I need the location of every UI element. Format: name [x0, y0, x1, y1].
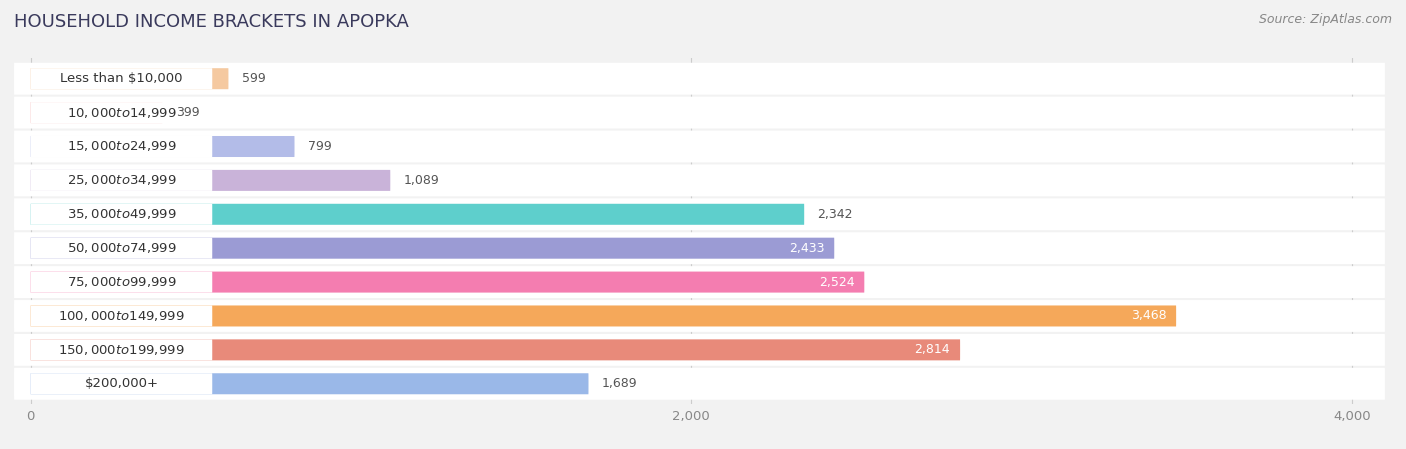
FancyBboxPatch shape — [31, 272, 212, 293]
FancyBboxPatch shape — [31, 373, 589, 394]
Text: 2,433: 2,433 — [789, 242, 824, 255]
FancyBboxPatch shape — [14, 63, 1385, 95]
FancyBboxPatch shape — [31, 68, 228, 89]
Text: $35,000 to $49,999: $35,000 to $49,999 — [66, 207, 176, 221]
FancyBboxPatch shape — [14, 266, 1385, 298]
FancyBboxPatch shape — [14, 368, 1385, 400]
Text: 2,524: 2,524 — [818, 276, 855, 289]
FancyBboxPatch shape — [31, 305, 1177, 326]
FancyBboxPatch shape — [31, 170, 391, 191]
FancyBboxPatch shape — [31, 102, 162, 123]
FancyBboxPatch shape — [14, 164, 1385, 196]
FancyBboxPatch shape — [31, 373, 212, 394]
Text: Source: ZipAtlas.com: Source: ZipAtlas.com — [1258, 13, 1392, 26]
FancyBboxPatch shape — [31, 136, 212, 157]
Text: $50,000 to $74,999: $50,000 to $74,999 — [66, 241, 176, 255]
FancyBboxPatch shape — [14, 198, 1385, 230]
Text: $150,000 to $199,999: $150,000 to $199,999 — [58, 343, 184, 357]
Text: $200,000+: $200,000+ — [84, 377, 159, 390]
FancyBboxPatch shape — [14, 300, 1385, 332]
FancyBboxPatch shape — [14, 131, 1385, 163]
Text: 3,468: 3,468 — [1130, 309, 1166, 322]
Text: 799: 799 — [308, 140, 332, 153]
FancyBboxPatch shape — [14, 232, 1385, 264]
Text: 2,814: 2,814 — [914, 343, 950, 357]
Text: HOUSEHOLD INCOME BRACKETS IN APOPKA: HOUSEHOLD INCOME BRACKETS IN APOPKA — [14, 13, 409, 31]
Text: $75,000 to $99,999: $75,000 to $99,999 — [66, 275, 176, 289]
FancyBboxPatch shape — [31, 170, 212, 191]
Text: $15,000 to $24,999: $15,000 to $24,999 — [66, 140, 176, 154]
FancyBboxPatch shape — [31, 305, 212, 326]
FancyBboxPatch shape — [31, 238, 834, 259]
FancyBboxPatch shape — [31, 238, 212, 259]
FancyBboxPatch shape — [31, 339, 212, 361]
Text: $10,000 to $14,999: $10,000 to $14,999 — [66, 106, 176, 119]
Text: $25,000 to $34,999: $25,000 to $34,999 — [66, 173, 176, 187]
Text: 1,089: 1,089 — [404, 174, 439, 187]
FancyBboxPatch shape — [14, 334, 1385, 366]
Text: 399: 399 — [176, 106, 200, 119]
FancyBboxPatch shape — [31, 102, 212, 123]
FancyBboxPatch shape — [31, 136, 294, 157]
Text: 1,689: 1,689 — [602, 377, 637, 390]
Text: Less than $10,000: Less than $10,000 — [60, 72, 183, 85]
Text: $100,000 to $149,999: $100,000 to $149,999 — [58, 309, 184, 323]
Text: 2,342: 2,342 — [817, 208, 853, 221]
FancyBboxPatch shape — [31, 204, 804, 225]
FancyBboxPatch shape — [31, 204, 212, 225]
FancyBboxPatch shape — [14, 97, 1385, 128]
FancyBboxPatch shape — [31, 68, 212, 89]
FancyBboxPatch shape — [31, 272, 865, 293]
Text: 599: 599 — [242, 72, 266, 85]
FancyBboxPatch shape — [31, 339, 960, 361]
